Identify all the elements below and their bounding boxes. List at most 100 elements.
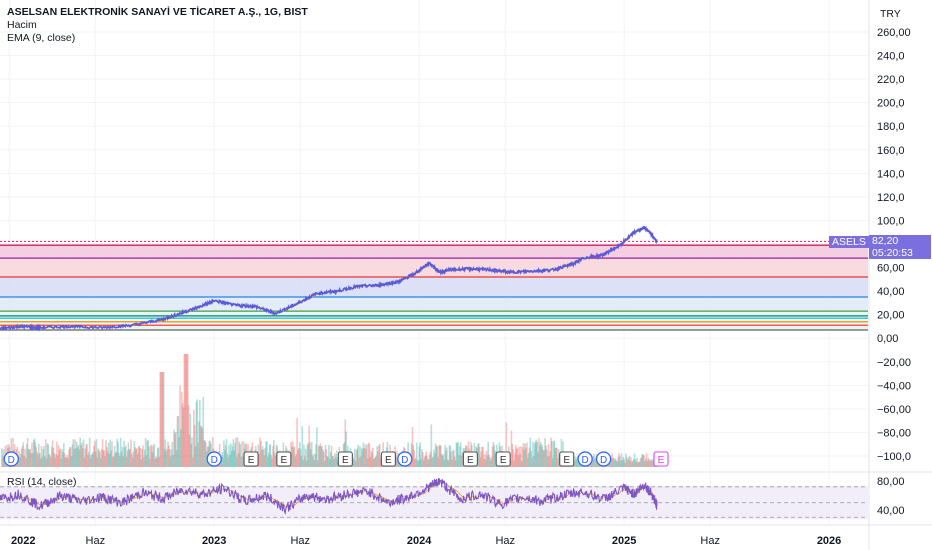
volume-bar (25, 444, 28, 467)
volume-bar (199, 425, 202, 467)
rsi-label[interactable]: RSI (14, close) (7, 476, 77, 488)
volume-bar (75, 448, 77, 467)
volume-bar (428, 454, 431, 467)
earnings-marker[interactable]: E (495, 451, 511, 467)
volume-bar (539, 445, 541, 467)
volume-bar (335, 450, 338, 467)
volume-bar (58, 450, 61, 467)
volume-bar (297, 450, 299, 467)
volume-bar (324, 444, 327, 467)
volume-bar (579, 462, 582, 467)
volume-bar (650, 460, 653, 467)
volume-bar (518, 446, 520, 467)
volume-bar (514, 453, 516, 467)
volume-bar (90, 454, 93, 467)
earnings-marker[interactable]: E (653, 451, 669, 467)
volume-bar (34, 442, 37, 467)
indicator-ema-label[interactable]: EMA (9, close) (7, 32, 76, 44)
volume-bar (573, 462, 576, 467)
volume-bar (515, 449, 518, 467)
volume-bar (56, 441, 58, 467)
volume-bar (438, 445, 440, 467)
symbol-title[interactable]: ASELSAN ELEKTRONİK SANAYİ VE TİCARET A.Ş… (7, 6, 308, 18)
currency-label[interactable]: TRY (880, 8, 901, 20)
volume-bar (160, 372, 162, 467)
volume-bar (357, 444, 360, 467)
volume-bar (72, 439, 75, 467)
dividend-marker[interactable]: D (397, 451, 413, 467)
volume-bar (48, 453, 50, 467)
volume-bar (94, 451, 97, 467)
volume-bar (546, 456, 549, 467)
volume-bar (434, 452, 436, 467)
volume-bar (151, 452, 154, 467)
volume-bar (316, 427, 318, 467)
dividend-marker[interactable]: D (206, 451, 222, 467)
volume-bar (542, 449, 545, 467)
volume-bar (313, 460, 316, 467)
volume-bar (105, 440, 107, 467)
volume-bar (638, 461, 641, 467)
dividend-marker[interactable]: D (3, 451, 19, 467)
volume-bar (574, 456, 576, 467)
indicator-volume-label[interactable]: Hacim (7, 19, 37, 31)
volume-bar (302, 459, 304, 467)
earnings-marker[interactable]: E (559, 451, 575, 467)
event-marker-label: E (385, 455, 392, 466)
volume-bar (64, 457, 67, 467)
volume-bar (260, 440, 262, 467)
volume-bar (505, 422, 508, 467)
volume-bar (625, 457, 628, 467)
volume-bar (39, 458, 42, 467)
volume-bar (144, 437, 147, 467)
earnings-box (243, 451, 259, 467)
earnings-marker[interactable]: E (276, 451, 292, 467)
volume-bar (552, 441, 555, 467)
volume-bar (325, 449, 328, 467)
volume-bar (241, 441, 243, 467)
volume-bar (43, 446, 45, 467)
volume-bar (46, 443, 49, 467)
volume-bar (132, 451, 135, 467)
volume-bar (326, 456, 329, 467)
volume-bar (87, 454, 89, 467)
last-price: 82,20 (872, 235, 899, 247)
dividend-marker[interactable]: D (577, 451, 593, 467)
volume-bar (308, 425, 310, 467)
volume-bar (293, 446, 296, 467)
volume-bar (2, 449, 5, 467)
volume-bar (49, 455, 51, 467)
volume-bar (128, 449, 131, 467)
volume-bar (577, 460, 580, 467)
earnings-marker[interactable]: E (380, 451, 396, 467)
earnings-marker[interactable]: E (243, 451, 259, 467)
volume-bars (1, 354, 658, 467)
volume-bar (448, 445, 451, 467)
event-marker-label: D (211, 455, 218, 466)
volume-bar (296, 417, 298, 467)
volume-bar (198, 421, 200, 467)
volume-bar (619, 460, 622, 467)
earnings-marker[interactable]: E (337, 451, 353, 467)
volume-bar (60, 458, 63, 467)
volume-bar (199, 399, 201, 467)
volume-bar (56, 455, 59, 467)
volume-bar (457, 442, 459, 467)
volume-bar (59, 448, 62, 467)
volume-bar (87, 452, 90, 467)
volume-bar (18, 451, 20, 467)
volume-bar (353, 448, 356, 467)
volume-bar (651, 459, 654, 467)
volume-bar (419, 442, 421, 467)
dividend-marker[interactable]: D (596, 451, 612, 467)
volume-bar (425, 451, 428, 467)
volume-bar (61, 449, 63, 467)
volume-bar (534, 441, 537, 467)
volume-bar (273, 440, 275, 467)
volume-bar (493, 444, 496, 467)
price-axis-tick: 20,00 (877, 310, 905, 322)
earnings-marker[interactable]: E (462, 451, 478, 467)
